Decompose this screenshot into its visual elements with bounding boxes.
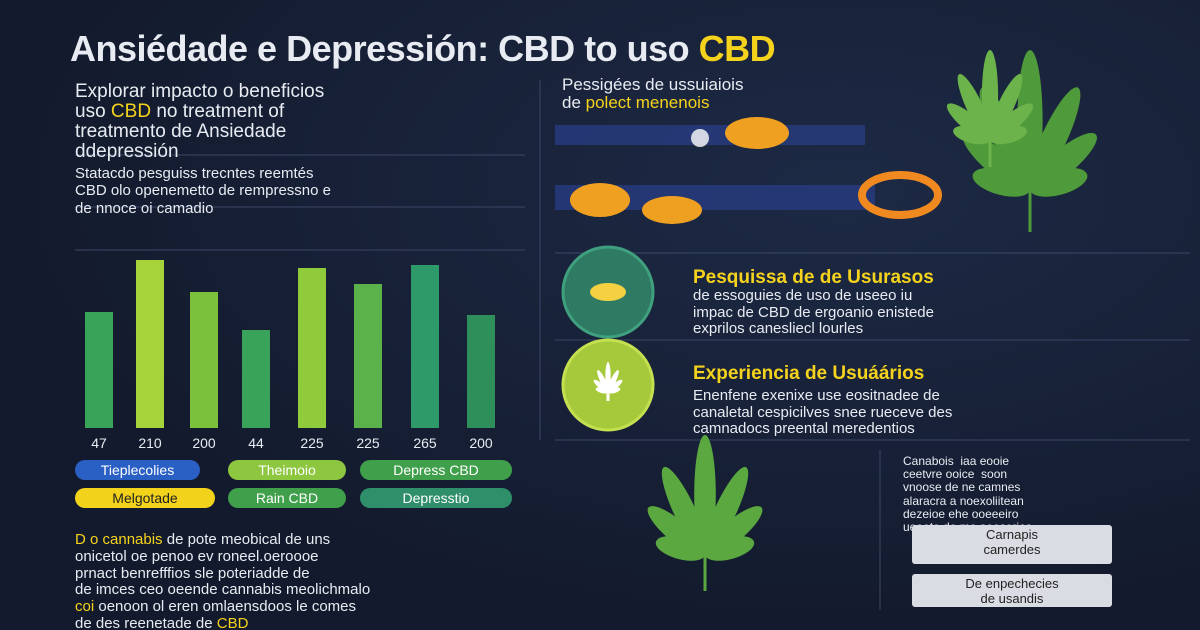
leaflet [957, 73, 992, 141]
bar-decoration [354, 284, 382, 428]
bar-decoration [136, 260, 164, 428]
leaflet [1029, 167, 1088, 197]
legend-item: Theimoio [228, 460, 346, 480]
capsule [858, 171, 942, 219]
bar-label: 225 [356, 435, 380, 451]
users-heading: Pessigées de ussuiaiois de polect menenoi… [562, 75, 744, 112]
bar-label: 44 [248, 435, 264, 451]
leaf [647, 435, 763, 591]
leaflet [597, 369, 609, 393]
leaflet [704, 536, 755, 561]
bar-label: 47 [91, 435, 107, 451]
bar-label: 200 [469, 435, 493, 451]
research-text: de essoguies de uso de useeo iu impac de … [693, 287, 934, 337]
capsule [642, 196, 702, 224]
bar-label: 210 [138, 435, 162, 451]
experience-text: Enenfene exenixe use eositnadee de canale… [693, 387, 953, 437]
bar-label: 200 [192, 435, 216, 451]
capsule [570, 183, 630, 217]
leaf [946, 50, 1034, 167]
button[interactable]: De enpechecies de usandis [912, 574, 1112, 607]
bar-decoration [298, 268, 326, 428]
leaflet [607, 369, 619, 393]
leaflet [988, 73, 1023, 141]
glow [691, 129, 709, 147]
experience-title: Experiencia de Usuáários [693, 363, 925, 384]
bar-label: 225 [300, 435, 324, 451]
bottom-text: D o cannabis de pote meobical de uns onic… [75, 531, 371, 630]
legend-item: Depresstio [360, 488, 512, 508]
bar-label: 265 [413, 435, 437, 451]
leaf [593, 362, 623, 401]
bar-decoration [190, 292, 218, 428]
legend-item: Depress CBD [360, 460, 512, 480]
capsule [725, 117, 789, 149]
bar-decoration [242, 330, 270, 428]
side-text: Canabois iaa eooie ceetvre ooice soon vnoo… [903, 454, 1035, 533]
title: Ansiédade e Depressión: CBD to uso CBD [70, 28, 776, 69]
bar-decoration [467, 315, 495, 428]
leaflet [989, 125, 1027, 145]
intro: Explorar impacto o beneficios uso CBD no … [75, 81, 325, 162]
legend-item: Rain CBD [228, 488, 346, 508]
leaf [963, 50, 1097, 232]
leaflet [607, 387, 621, 394]
button[interactable]: Carnapis camerdes [912, 525, 1112, 564]
leaflet [702, 466, 749, 556]
study-text: Statacdo pesguiss trecntes reemtés CBD ol… [75, 165, 331, 217]
light-beam [555, 125, 865, 145]
leaflet [1027, 87, 1081, 191]
bar-decoration [411, 265, 439, 428]
icon-capsule [590, 283, 626, 301]
bar-decoration [85, 312, 113, 428]
leaflet [661, 466, 708, 556]
research-title: Pesquissa de de Usurasos [693, 267, 934, 288]
legend-item: Melgotade [75, 488, 215, 508]
legend-item: Tieplecolies [75, 460, 200, 480]
